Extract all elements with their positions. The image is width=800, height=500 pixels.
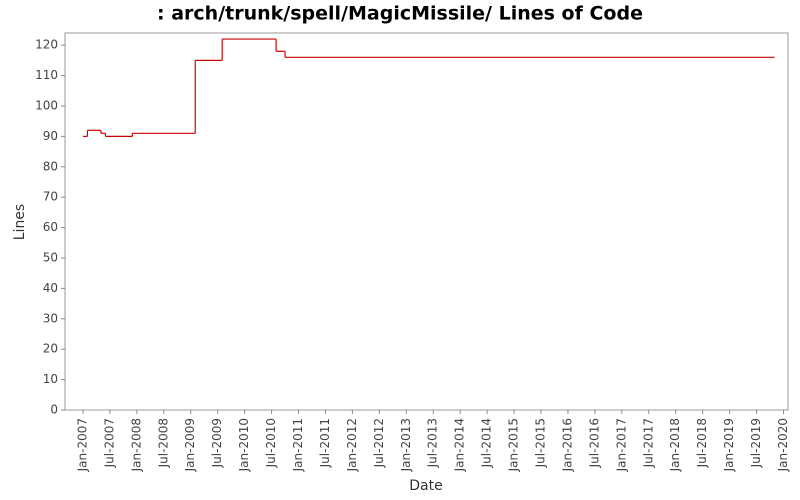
x-tick-label: Jul-2016 — [587, 418, 601, 468]
x-tick-label: Jul-2008 — [156, 418, 170, 468]
x-tick-label: Jan-2017 — [614, 418, 628, 472]
x-tick-label: Jan-2010 — [237, 418, 251, 472]
y-tick-label: 110 — [35, 68, 58, 82]
y-tick-label: 60 — [43, 220, 58, 234]
x-tick-label: Jan-2013 — [399, 418, 413, 472]
x-tick-label: Jul-2007 — [102, 418, 116, 468]
x-tick-label: Jul-2018 — [695, 418, 709, 468]
y-tick-label: 70 — [43, 190, 58, 204]
x-tick-label: Jan-2018 — [668, 418, 682, 472]
x-tick-label: Jul-2010 — [264, 418, 278, 468]
y-tick-label: 40 — [43, 281, 58, 295]
x-tick-label: Jul-2011 — [318, 418, 332, 468]
x-tick-label: Jul-2013 — [426, 418, 440, 468]
x-tick-label: Jul-2012 — [372, 418, 386, 468]
x-tick-label: Jan-2016 — [560, 418, 574, 472]
y-axis-label: Lines — [12, 204, 28, 240]
x-tick-label: Jan-2020 — [776, 418, 790, 472]
x-tick-label: Jul-2014 — [480, 418, 494, 468]
x-tick-label: Jul-2015 — [534, 418, 548, 468]
y-tick-label: 10 — [43, 372, 58, 386]
chart-title: : arch/trunk/spell/MagicMissile/ Lines o… — [157, 3, 643, 25]
x-axis-label: Date — [409, 478, 442, 494]
y-tick-label: 20 — [43, 342, 58, 356]
plot-area — [64, 32, 789, 411]
y-tick-label: 30 — [43, 311, 58, 325]
y-tick-label: 50 — [43, 250, 58, 264]
x-tick-label: Jan-2007 — [75, 418, 89, 472]
y-tick-label: 120 — [35, 38, 58, 52]
x-tick-label: Jul-2017 — [641, 418, 655, 468]
x-tick-label: Jan-2012 — [345, 418, 359, 472]
x-tick-label: Jul-2019 — [749, 418, 763, 468]
y-tick-label: 90 — [43, 129, 58, 143]
x-tick-label: Jan-2014 — [453, 418, 467, 472]
y-tick-label: 80 — [43, 159, 58, 173]
y-tick-label: 100 — [35, 98, 58, 112]
x-tick-label: Jan-2019 — [722, 418, 736, 472]
x-tick-label: Jan-2009 — [183, 418, 197, 472]
y-tick-label: 0 — [50, 403, 58, 417]
x-tick-label: Jul-2009 — [210, 418, 224, 468]
x-tick-label: Jan-2011 — [291, 418, 305, 472]
x-tick-label: Jan-2008 — [129, 418, 143, 472]
x-tick-label: Jan-2015 — [507, 418, 521, 472]
